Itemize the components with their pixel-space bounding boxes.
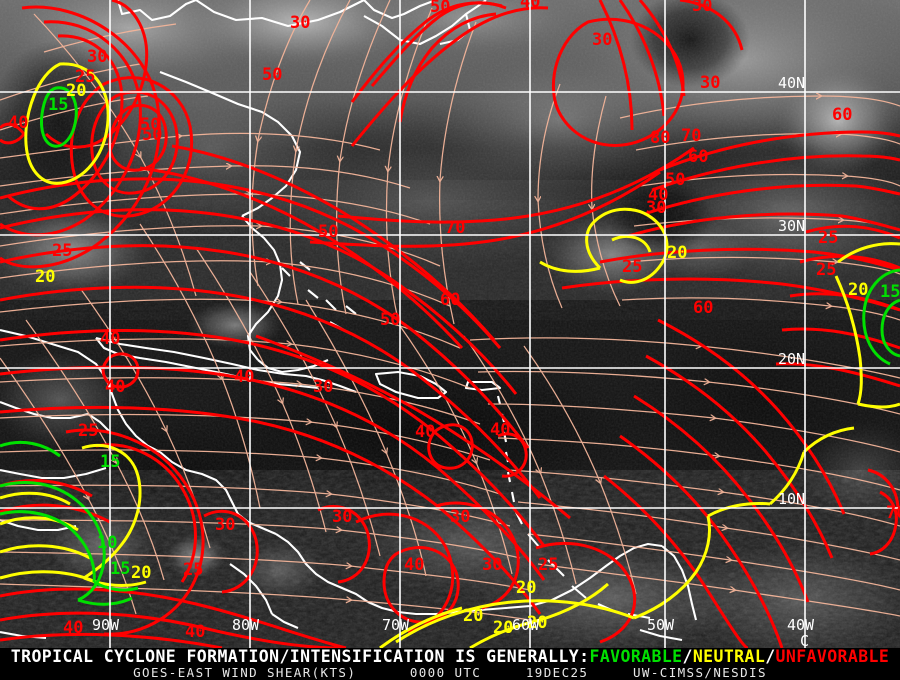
contour-label-50: 50 [318,222,338,242]
lon-label-90w: 90W [92,616,120,634]
product-info-line: GOES-EAST WIND SHEAR(KTS) 0000 UTC 19DEC… [0,666,900,680]
contour-label-25: 25 [75,67,95,87]
contour-label-40: 40 [520,0,540,12]
lat-label-10n: 10N [778,490,805,508]
contour-label-80: 80 [650,128,670,148]
contour-label-10: 10 [97,533,117,553]
legend-separator-2: / [765,648,776,666]
graticule-label-layer: 90W 80W 70W 60W 50W 40W 40N 30N 20N 10N C [92,74,815,648]
contour-label-30: 30 [646,198,666,218]
legend-unfavorable-text: UNFAVORABLE [775,648,890,666]
favorability-legend: TROPICAL CYCLONE FORMATION/INTENSIFICATI… [0,648,900,666]
contour-label-30: 30 [450,507,470,527]
contour-label-25: 25 [183,560,203,580]
contour-label-25: 25 [538,555,558,575]
contour-label-50: 50 [140,115,160,135]
contour-label-20: 20 [131,563,151,583]
contour-label-30: 30 [313,377,333,397]
contour-label-40: 40 [648,185,668,205]
contour-label-30: 30 [215,515,235,535]
contour-label-40: 40 [490,420,510,440]
contour-label-15: 15 [100,452,120,472]
contour-label-20: 20 [66,81,86,101]
contour-label-30: 30 [692,0,712,16]
legend-separator-1: / [682,648,693,666]
legend-favorable-text: FAVORABLE [589,648,683,666]
contour-label-25: 25 [52,241,72,261]
contour-label-15: 15 [880,282,900,302]
contour-label-60: 60 [832,105,852,125]
contour-label-30: 30 [87,47,107,67]
circulation-marker: C [800,632,809,648]
contour-label-40: 40 [8,113,28,133]
contour-label-30: 30 [592,30,612,50]
satellite-map-canvas[interactable]: 15 20 25 30 40 50 50 30 50 50 40 30 30 30 60 80 70 60 50 40… [0,0,900,648]
contour-label-30: 30 [290,13,310,33]
legend-neutral-text: NEUTRAL [692,648,766,666]
contour-label-15: 15 [48,95,68,115]
product-time-text: 0000 UTC [409,665,482,680]
contour-label-40: 40 [234,367,254,387]
contour-label-25: 25 [622,257,642,277]
contour-label-70: 70 [886,503,900,523]
product-source-text: UW-CIMSS/NESDIS [633,665,767,680]
contour-label-50: 50 [262,65,282,85]
contour-label-25: 25 [818,228,838,248]
lat-label-40n: 40N [778,74,805,92]
contour-label-20: 20 [516,578,536,598]
legend-prefix-text: TROPICAL CYCLONE FORMATION/INTENSIFICATI… [10,648,590,666]
contour-label-40: 40 [415,422,435,442]
info-gap-3 [588,665,633,680]
product-date-text: 19DEC25 [525,665,589,680]
contour-label-20: 20 [527,613,547,633]
contour-label-60: 60 [440,290,460,310]
contour-label-25: 25 [78,421,98,441]
contour-label-50: 50 [430,0,450,17]
contour-label-70: 70 [445,218,465,238]
info-gap-1 [356,665,410,680]
contour-label-20: 20 [667,243,687,263]
contour-label-20: 20 [493,618,513,638]
contour-label-40: 40 [105,377,125,397]
contour-label-30: 30 [332,507,352,527]
contour-label-40: 40 [185,622,205,642]
contour-label-60: 60 [693,298,713,318]
contour-label-40: 40 [404,555,424,575]
contour-label-70: 70 [681,126,701,146]
contour-label-15: 15 [110,559,130,579]
product-title-text: GOES-EAST WIND SHEAR(KTS) [133,665,357,680]
contour-label-20: 20 [848,280,868,300]
lon-label-50w: 50W [647,616,675,634]
contour-layer [0,0,900,648]
lon-label-60w: 60W [512,616,540,634]
lon-label-80w: 80W [232,616,260,634]
contour-label-50: 50 [380,310,400,330]
lat-label-30n: 30N [778,217,805,235]
contour-label-40: 40 [100,329,120,349]
contour-label-20: 20 [463,606,483,626]
contour-label-25: 25 [816,260,836,280]
lon-label-40w: 40W [787,616,815,634]
lon-label-70w: 70W [382,616,410,634]
contour-label-30: 30 [700,73,720,93]
contour-label-60: 60 [688,147,708,167]
contour-label-30: 30 [482,555,502,575]
contour-label-40: 40 [63,618,83,638]
footer-legend-bar: TROPICAL CYCLONE FORMATION/INTENSIFICATI… [0,648,900,680]
lat-label-20n: 20N [778,350,805,368]
graticule-layer [0,0,900,648]
contour-label-50: 50 [142,125,162,145]
contour-label-50: 50 [665,170,685,190]
contour-label-20: 20 [35,267,55,287]
info-gap-2 [481,665,526,680]
